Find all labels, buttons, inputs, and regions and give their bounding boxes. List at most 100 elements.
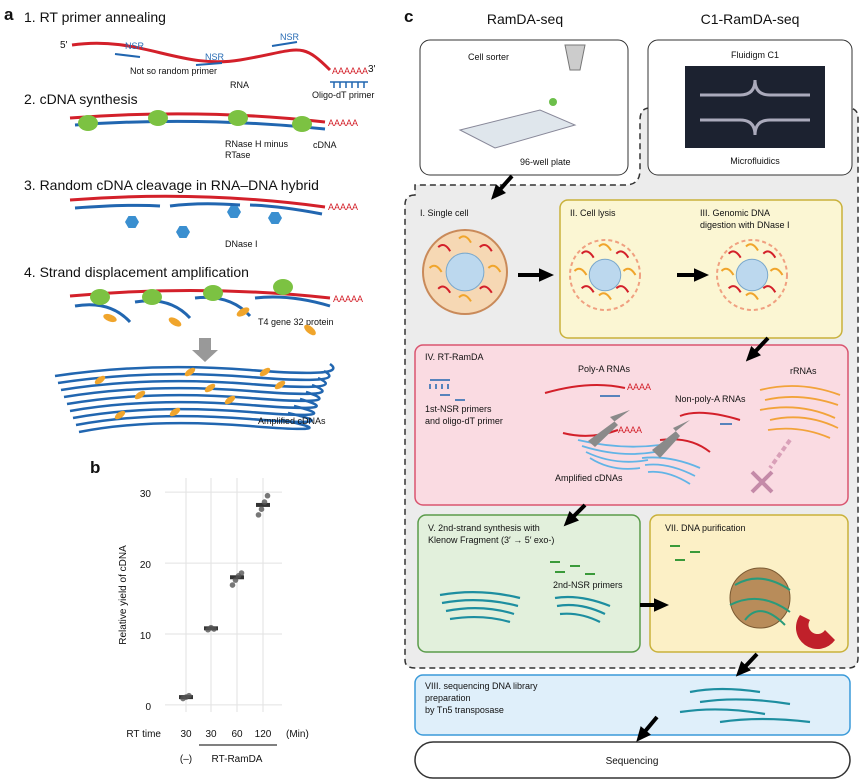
arrow-head: [654, 598, 669, 612]
rrna: [759, 385, 841, 439]
rna: [745, 292, 759, 301]
cdna: [66, 390, 321, 406]
box: [414, 741, 851, 779]
rna: [769, 267, 784, 276]
amplified-cdnas: [54, 362, 335, 434]
bead: [729, 567, 791, 629]
point: [255, 512, 262, 518]
rna: [479, 243, 493, 252]
arrow-head: [636, 726, 651, 742]
label: Sequencing: [606, 756, 659, 767]
label: Poly-A RNAs: [578, 364, 631, 374]
polymerase: [142, 289, 162, 305]
dnase: [125, 215, 139, 229]
rna: [762, 250, 777, 259]
box: [419, 39, 629, 176]
label: rRNAs: [790, 366, 817, 376]
dnase: [176, 225, 190, 239]
arrow-head: [539, 268, 554, 282]
cell: [716, 239, 788, 311]
label: III. Genomic DNA: [700, 208, 770, 218]
step-title: 3. Random cDNA cleavage in RNA–DNA hybri…: [24, 177, 319, 193]
rna: [458, 294, 472, 302]
dnase: [227, 205, 241, 219]
polymerase: [228, 110, 248, 126]
ssb-protein: [169, 407, 181, 417]
label: Non-poly-A RNAs: [675, 394, 746, 404]
sorter: [564, 44, 586, 71]
label: cDNA: [313, 140, 337, 150]
ssb-protein: [274, 380, 286, 390]
x-axis-title: RT time: [126, 729, 161, 740]
arrow-head: [563, 511, 579, 527]
label: Not so random primer: [130, 66, 217, 76]
x-tick-label: 30: [180, 729, 192, 740]
nucleus: [588, 258, 622, 292]
step-title: 1. RT primer annealing: [24, 9, 166, 25]
rna: [437, 285, 452, 294]
primer: [114, 41, 298, 66]
rna: [598, 243, 612, 252]
step-title: 2. cDNA synthesis: [24, 91, 138, 107]
rna: [720, 267, 735, 276]
rna: [544, 383, 741, 453]
ssb-protein: [114, 410, 126, 420]
point: [186, 692, 192, 699]
box: [414, 344, 849, 506]
box: [559, 199, 843, 339]
panel-label: c: [404, 7, 413, 26]
ssb-protein: [236, 307, 250, 317]
column-title: RamDA-seq: [487, 11, 563, 27]
y-axis-title: Relative yield of cDNA: [118, 545, 129, 645]
cdna: [75, 411, 313, 427]
cdna: [57, 369, 331, 385]
cdna: [54, 362, 335, 378]
label: AAAAA: [328, 118, 358, 128]
ssb-protein: [204, 383, 216, 393]
cell: [549, 98, 557, 106]
ssb-protein: [168, 317, 182, 327]
nucleus: [735, 258, 769, 292]
arrow-head: [694, 268, 709, 282]
label: Microfluidics: [730, 156, 780, 166]
label: 96-well plate: [520, 157, 571, 167]
plot-area: [165, 478, 282, 712]
label: NSR: [205, 52, 225, 62]
point: [238, 570, 245, 576]
rna: [580, 285, 595, 293]
plate: [458, 109, 577, 149]
polymerase: [273, 279, 293, 295]
rna: [458, 235, 472, 244]
chip: [685, 66, 825, 148]
rna: [437, 243, 452, 252]
rna: [745, 243, 759, 252]
arrow-head: [735, 661, 751, 677]
ssb-protein: [184, 367, 196, 377]
arrow: [652, 420, 690, 458]
label: Oligo-dT primer: [312, 90, 374, 100]
chart: 0 10 20 30 30 30 60 120 Relative yield of cDNA RT…: [118, 478, 309, 765]
label: by Tn5 transposase: [425, 705, 504, 715]
x-tick-label: 120: [255, 729, 272, 740]
channels: [700, 79, 810, 136]
primers: [670, 545, 700, 561]
overlay: [78, 110, 788, 742]
label: VII. DNA purification: [665, 523, 746, 533]
x-axis-unit: (Min): [286, 729, 309, 740]
polymerase: [203, 285, 223, 301]
rna: [69, 194, 326, 209]
cdna: [72, 404, 316, 420]
mean-bar: [256, 502, 270, 507]
cell: [569, 239, 641, 311]
label: T4 gene 32 protein: [258, 317, 334, 327]
label: RNA: [230, 80, 249, 90]
point: [261, 499, 268, 505]
cdna: [69, 397, 318, 413]
label: 3': [368, 64, 376, 75]
label: NSR: [280, 32, 300, 42]
panel-label: b: [90, 458, 100, 477]
label: VIII. sequencing DNA library: [425, 681, 538, 691]
polymerase: [90, 289, 110, 305]
label: AAAA: [618, 425, 642, 435]
